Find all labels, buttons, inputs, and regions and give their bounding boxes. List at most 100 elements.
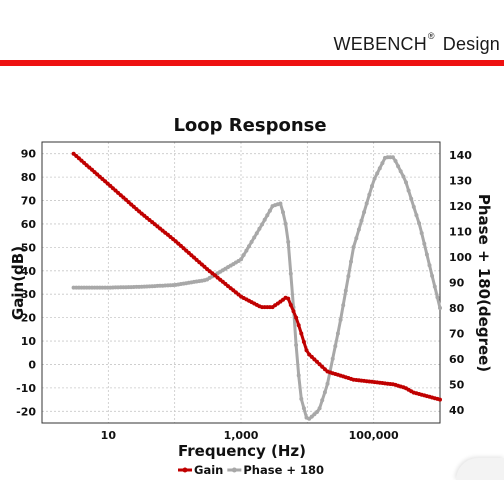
data-point xyxy=(315,410,319,414)
x-tick-label: 1,000 xyxy=(224,429,259,442)
y2-tick-label: 120 xyxy=(449,200,472,213)
data-point xyxy=(320,364,325,369)
data-point xyxy=(419,231,424,236)
data-point xyxy=(121,195,126,200)
data-point xyxy=(312,412,317,417)
y2-tick-label: 80 xyxy=(449,302,465,315)
brand-suffix: Design xyxy=(442,34,500,54)
data-point xyxy=(343,288,348,293)
y-tick-label: -10 xyxy=(16,382,36,395)
y-tick-label: 70 xyxy=(21,195,37,208)
data-point xyxy=(372,176,377,181)
data-point xyxy=(317,362,322,367)
data-point xyxy=(165,232,170,237)
data-point xyxy=(181,246,186,251)
y2-tick-label: 40 xyxy=(449,404,465,417)
header: WEBENCH® Design xyxy=(0,0,504,66)
data-point xyxy=(241,253,246,257)
data-point xyxy=(202,264,207,269)
data-point xyxy=(309,354,314,359)
data-point xyxy=(129,202,134,207)
data-point xyxy=(100,177,105,181)
data-point xyxy=(304,348,309,353)
data-point xyxy=(118,193,123,198)
y-tick-label: 60 xyxy=(21,218,37,231)
data-point xyxy=(322,390,327,395)
data-point xyxy=(338,317,343,322)
data-point xyxy=(312,357,317,362)
data-point xyxy=(108,183,113,188)
data-point xyxy=(244,248,249,253)
data-point xyxy=(414,213,419,218)
y2-axis-label: Phase + 180(degree) xyxy=(475,194,493,372)
data-point xyxy=(84,163,89,168)
x-axis-label: Frequency (Hz) xyxy=(178,442,306,460)
data-point xyxy=(134,207,139,212)
data-point xyxy=(294,315,299,320)
data-point xyxy=(427,263,432,268)
data-point xyxy=(131,204,136,209)
data-point xyxy=(79,158,84,163)
data-point xyxy=(398,169,403,174)
y2-tick-label: 90 xyxy=(449,277,465,290)
data-point xyxy=(417,221,422,226)
data-point xyxy=(192,255,196,260)
data-point xyxy=(254,231,259,236)
data-point xyxy=(364,201,369,206)
data-point xyxy=(296,323,301,328)
brand-name: WEBENCH xyxy=(333,34,427,54)
data-point xyxy=(249,239,254,244)
data-point xyxy=(315,359,319,364)
corner-tab[interactable] xyxy=(456,458,504,480)
data-point xyxy=(116,190,121,195)
data-point xyxy=(74,154,79,158)
data-point xyxy=(288,303,293,307)
data-point xyxy=(325,381,330,386)
data-point xyxy=(210,271,215,276)
data-point xyxy=(87,165,92,170)
data-point xyxy=(346,274,351,279)
x-tick-label: 10 xyxy=(101,429,117,442)
data-point xyxy=(349,259,353,264)
data-point xyxy=(173,239,178,244)
data-point xyxy=(409,196,414,201)
data-point xyxy=(375,171,380,176)
y-tick-label: 0 xyxy=(28,358,36,371)
data-point xyxy=(370,184,374,188)
data-point xyxy=(103,179,108,184)
data-point xyxy=(126,200,131,205)
series-markers-phase-180 xyxy=(71,155,442,421)
legend-marker-phase-180 xyxy=(231,467,237,473)
data-point xyxy=(252,235,257,240)
data-point xyxy=(301,406,306,411)
left-axis-ticks: -20 -10 0 10 20 30 40 50 60 70 80 90 xyxy=(16,148,36,419)
data-point xyxy=(199,262,204,267)
data-point xyxy=(362,210,367,215)
y2-tick-label: 50 xyxy=(449,379,465,392)
data-point xyxy=(401,174,406,179)
data-point xyxy=(309,414,314,419)
data-point xyxy=(283,221,288,226)
plot-frame xyxy=(41,141,441,424)
data-point xyxy=(262,217,267,222)
data-point xyxy=(356,227,361,232)
data-point xyxy=(322,367,327,372)
data-point xyxy=(281,210,285,215)
legend-marker-gain xyxy=(182,467,188,473)
data-point xyxy=(359,218,364,223)
data-point xyxy=(301,339,306,344)
data-point xyxy=(260,222,265,227)
data-point xyxy=(291,309,296,314)
data-point xyxy=(296,373,301,378)
y2-tick-label: 110 xyxy=(449,225,472,238)
y2-tick-label: 130 xyxy=(449,174,472,187)
brand-logo: WEBENCH® Design xyxy=(333,31,500,55)
series-line-gain xyxy=(72,152,441,402)
y2-tick-label: 140 xyxy=(449,149,472,162)
data-point xyxy=(406,188,411,193)
data-point xyxy=(424,252,429,257)
legend-label-phase-180: Phase + 180 xyxy=(243,463,324,477)
data-point xyxy=(307,352,312,357)
data-point xyxy=(97,174,102,179)
